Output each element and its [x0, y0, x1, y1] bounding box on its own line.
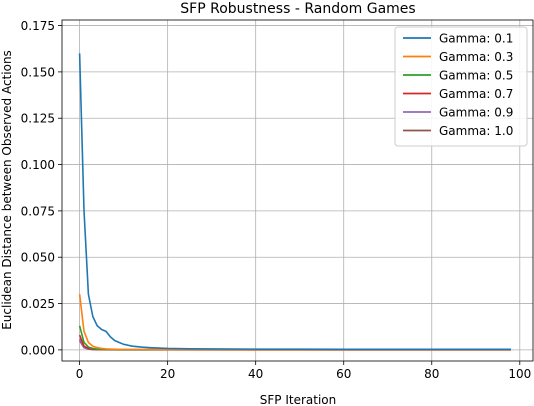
x-tick-label: 60 [336, 367, 351, 381]
chart-title: SFP Robustness - Random Games [180, 1, 415, 17]
x-tick-label: 100 [508, 367, 531, 381]
grid-lines [62, 20, 533, 361]
x-tick-label: 0 [76, 367, 84, 381]
legend-label: Gamma: 0.5 [439, 69, 513, 83]
x-tick-label: 80 [424, 367, 439, 381]
y-tick-label: 0.125 [21, 112, 55, 126]
y-tick-label: 0.150 [21, 65, 55, 79]
x-axis-label: SFP Iteration [260, 393, 336, 406]
y-tick-label: 0.175 [21, 19, 55, 33]
legend-label: Gamma: 0.1 [439, 32, 513, 46]
x-tick-label: 20 [160, 367, 175, 381]
legend-label: Gamma: 0.9 [439, 106, 513, 120]
y-axis-label: Euclidean Distance between Observed Acti… [0, 50, 14, 330]
x-axis-ticks: 0 20 40 60 80 100 [76, 361, 531, 381]
legend-label: Gamma: 0.3 [439, 50, 513, 64]
y-tick-label: 0.025 [21, 297, 55, 311]
legend-label: Gamma: 1.0 [439, 124, 513, 138]
y-tick-label: 0.000 [21, 343, 55, 357]
x-tick-label: 40 [248, 367, 263, 381]
legend: Gamma: 0.1 Gamma: 0.3 Gamma: 0.5 Gamma: 0.7… [394, 26, 528, 147]
y-tick-label: 0.100 [21, 158, 55, 172]
plot-frame [61, 19, 534, 362]
legend-label: Gamma: 0.7 [439, 87, 513, 101]
y-axis-ticks: 0.000 0.025 0.050 0.075 0.100 0.125 0.150 0.175 [21, 19, 62, 357]
y-tick-label: 0.050 [21, 251, 55, 265]
y-tick-label: 0.075 [21, 204, 55, 218]
series-line [78, 53, 511, 351]
series-lines [78, 53, 511, 351]
